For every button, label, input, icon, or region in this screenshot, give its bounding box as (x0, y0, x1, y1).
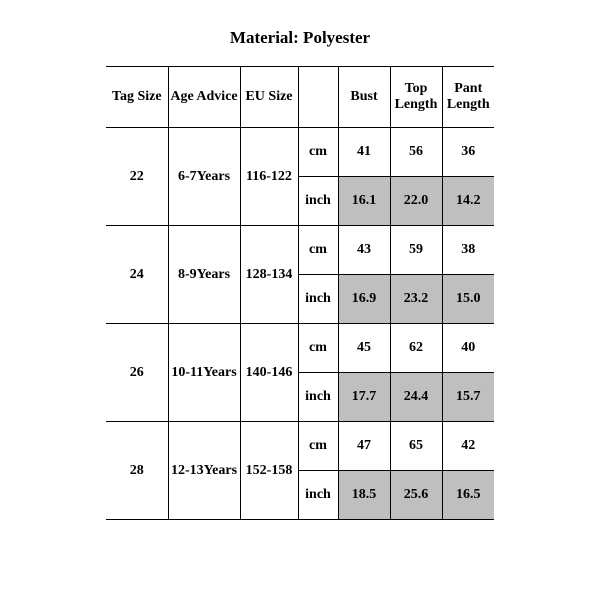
cell-pantlength-inch: 14.2 (442, 177, 494, 226)
header-bust: Bust (338, 67, 390, 128)
cell-pantlength-inch: 16.5 (442, 471, 494, 520)
size-chart-document: { "title": "Material: Polyester", "heade… (0, 0, 600, 600)
cell-toplength-cm: 59 (390, 226, 442, 275)
table-row: 26 10-11Years 140-146 cm 45 62 40 (106, 324, 494, 373)
cell-eu-size: 152-158 (240, 422, 298, 520)
cell-bust-cm: 43 (338, 226, 390, 275)
cell-toplength-cm: 56 (390, 128, 442, 177)
cell-bust-inch: 16.9 (338, 275, 390, 324)
cell-toplength-inch: 25.6 (390, 471, 442, 520)
cell-pantlength-cm: 42 (442, 422, 494, 471)
cell-unit-cm: cm (298, 324, 338, 373)
cell-eu-size: 116-122 (240, 128, 298, 226)
cell-age-advice: 6-7Years (168, 128, 240, 226)
cell-unit-inch: inch (298, 177, 338, 226)
page-title: Material: Polyester (0, 0, 600, 66)
cell-age-advice: 10-11Years (168, 324, 240, 422)
cell-eu-size: 140-146 (240, 324, 298, 422)
header-tag-size: Tag Size (106, 67, 168, 128)
cell-pantlength-cm: 40 (442, 324, 494, 373)
cell-unit-inch: inch (298, 275, 338, 324)
cell-bust-inch: 16.1 (338, 177, 390, 226)
cell-eu-size: 128-134 (240, 226, 298, 324)
header-blank (298, 67, 338, 128)
cell-tag-size: 24 (106, 226, 168, 324)
cell-toplength-inch: 23.2 (390, 275, 442, 324)
table-row: 28 12-13Years 152-158 cm 47 65 42 (106, 422, 494, 471)
table-row: 22 6-7Years 116-122 cm 41 56 36 (106, 128, 494, 177)
cell-toplength-inch: 24.4 (390, 373, 442, 422)
cell-tag-size: 26 (106, 324, 168, 422)
table-row: 24 8-9Years 128-134 cm 43 59 38 (106, 226, 494, 275)
size-chart-table: Tag Size Age Advice EU Size Bust Top Len… (106, 66, 494, 520)
cell-unit-cm: cm (298, 226, 338, 275)
cell-unit-cm: cm (298, 128, 338, 177)
header-top-length: Top Length (390, 67, 442, 128)
cell-pantlength-inch: 15.7 (442, 373, 494, 422)
cell-unit-inch: inch (298, 471, 338, 520)
header-eu-size: EU Size (240, 67, 298, 128)
cell-bust-inch: 18.5 (338, 471, 390, 520)
cell-bust-cm: 41 (338, 128, 390, 177)
cell-tag-size: 22 (106, 128, 168, 226)
cell-bust-inch: 17.7 (338, 373, 390, 422)
cell-unit-cm: cm (298, 422, 338, 471)
cell-age-advice: 12-13Years (168, 422, 240, 520)
cell-bust-cm: 45 (338, 324, 390, 373)
cell-toplength-cm: 65 (390, 422, 442, 471)
cell-tag-size: 28 (106, 422, 168, 520)
cell-unit-inch: inch (298, 373, 338, 422)
header-row: Tag Size Age Advice EU Size Bust Top Len… (106, 67, 494, 128)
cell-pantlength-inch: 15.0 (442, 275, 494, 324)
cell-toplength-inch: 22.0 (390, 177, 442, 226)
cell-toplength-cm: 62 (390, 324, 442, 373)
cell-pantlength-cm: 38 (442, 226, 494, 275)
cell-bust-cm: 47 (338, 422, 390, 471)
header-pant-length: Pant Length (442, 67, 494, 128)
cell-age-advice: 8-9Years (168, 226, 240, 324)
cell-pantlength-cm: 36 (442, 128, 494, 177)
header-age-advice: Age Advice (168, 67, 240, 128)
